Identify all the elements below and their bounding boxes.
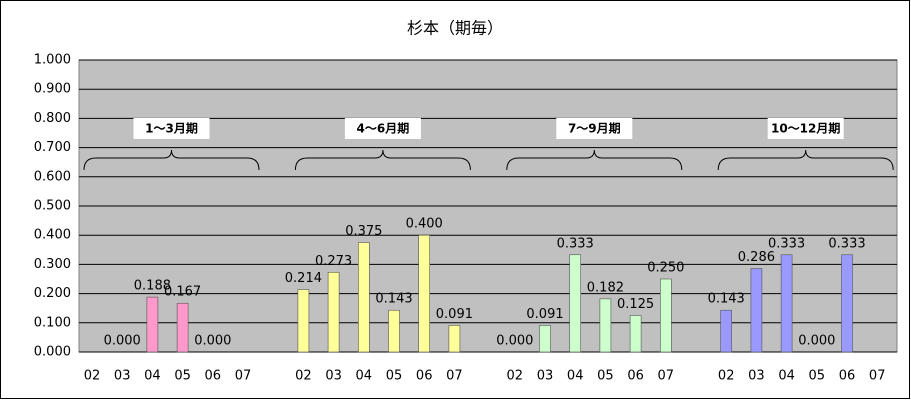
- data-label: 0.000: [104, 334, 141, 349]
- data-label: 0.091: [436, 307, 473, 322]
- bar: [569, 254, 582, 353]
- group-label-box: [556, 118, 633, 139]
- data-label: 0.214: [285, 271, 322, 286]
- data-label: 0.000: [194, 334, 231, 349]
- x-tick-label: 04: [356, 369, 373, 384]
- x-tick-label: 03: [537, 369, 554, 384]
- x-tick-label: 06: [416, 369, 433, 384]
- group-label: 4～6月期: [357, 121, 410, 136]
- group-brace: [294, 149, 471, 171]
- group-label-box: [767, 118, 844, 139]
- bar: [327, 271, 340, 353]
- x-tick-label: 04: [567, 369, 584, 384]
- x-tick-label: 02: [507, 369, 524, 384]
- bar: [659, 278, 672, 353]
- x-tick-label: 02: [295, 369, 312, 384]
- data-label: 0.143: [708, 292, 745, 307]
- group-brace: [506, 149, 683, 171]
- group-label-box: [344, 118, 421, 139]
- bar: [146, 296, 159, 353]
- x-tick-label: 05: [809, 369, 826, 384]
- group-brace: [83, 149, 260, 171]
- data-label: 0.167: [164, 285, 201, 300]
- x-tick-label: 02: [718, 369, 735, 384]
- y-tick-label: 0.500: [34, 199, 71, 214]
- x-tick-label: 02: [84, 369, 101, 384]
- data-label: 0.000: [798, 334, 835, 349]
- bar: [841, 254, 853, 353]
- y-tick-label: 0.100: [34, 315, 71, 330]
- x-tick-label: 03: [748, 369, 765, 384]
- data-label: 0.250: [647, 261, 684, 276]
- x-tick-label: 03: [325, 369, 342, 384]
- bar: [720, 309, 733, 353]
- x-tick-label: 07: [235, 369, 252, 384]
- x-tick-label: 07: [658, 369, 675, 384]
- data-label: 0.091: [526, 307, 563, 322]
- x-tick-label: 06: [627, 369, 644, 384]
- group-brace: [717, 149, 894, 171]
- data-label: 0.188: [134, 279, 171, 294]
- y-tick-label: 0.900: [34, 82, 71, 97]
- data-label: 0.333: [828, 236, 865, 251]
- x-tick-label: 04: [778, 369, 795, 384]
- x-tick-label: 04: [144, 369, 161, 384]
- bar: [539, 325, 551, 353]
- group-label: 1～3月期: [145, 121, 198, 136]
- chart-title: 杉本（期毎）: [407, 19, 503, 38]
- y-tick-label: 1.000: [34, 53, 71, 68]
- data-label: 0.286: [738, 250, 775, 265]
- bar: [357, 242, 370, 353]
- y-tick-label: 0.600: [34, 169, 71, 184]
- data-label: 0.333: [557, 236, 594, 251]
- x-tick-label: 07: [446, 369, 463, 384]
- bar: [297, 289, 310, 353]
- bar: [176, 302, 189, 353]
- group-label-box: [133, 118, 210, 139]
- data-label: 0.400: [406, 217, 443, 232]
- bar: [629, 315, 642, 353]
- data-label: 0.273: [315, 254, 352, 269]
- y-tick-label: 0.400: [34, 228, 71, 243]
- data-label: 0.000: [496, 334, 533, 349]
- y-tick-label: 0.700: [34, 140, 71, 155]
- bar: [780, 254, 793, 353]
- x-tick-label: 05: [386, 369, 403, 384]
- data-label: 0.375: [345, 224, 382, 239]
- x-tick-label: 05: [597, 369, 614, 384]
- bar: [599, 298, 612, 353]
- data-label: 0.143: [375, 292, 412, 307]
- x-tick-label: 06: [839, 369, 856, 384]
- y-tick-label: 0.000: [34, 345, 71, 360]
- bar: [448, 325, 461, 353]
- y-tick-label: 0.200: [34, 286, 71, 301]
- group-label: 7～9月期: [568, 121, 621, 136]
- bar: [388, 309, 400, 353]
- data-label: 0.333: [768, 236, 805, 251]
- x-tick-label: 06: [205, 369, 222, 384]
- group-label: 10～12月期: [771, 121, 840, 136]
- y-tick-label: 0.800: [34, 111, 71, 126]
- bar: [750, 268, 763, 353]
- y-tick-label: 0.300: [34, 257, 71, 272]
- bar: [418, 234, 431, 353]
- x-tick-label: 07: [869, 369, 886, 384]
- data-label: 0.125: [617, 297, 654, 312]
- data-label: 0.182: [587, 280, 624, 295]
- x-tick-label: 03: [114, 369, 131, 384]
- x-tick-label: 05: [174, 369, 191, 384]
